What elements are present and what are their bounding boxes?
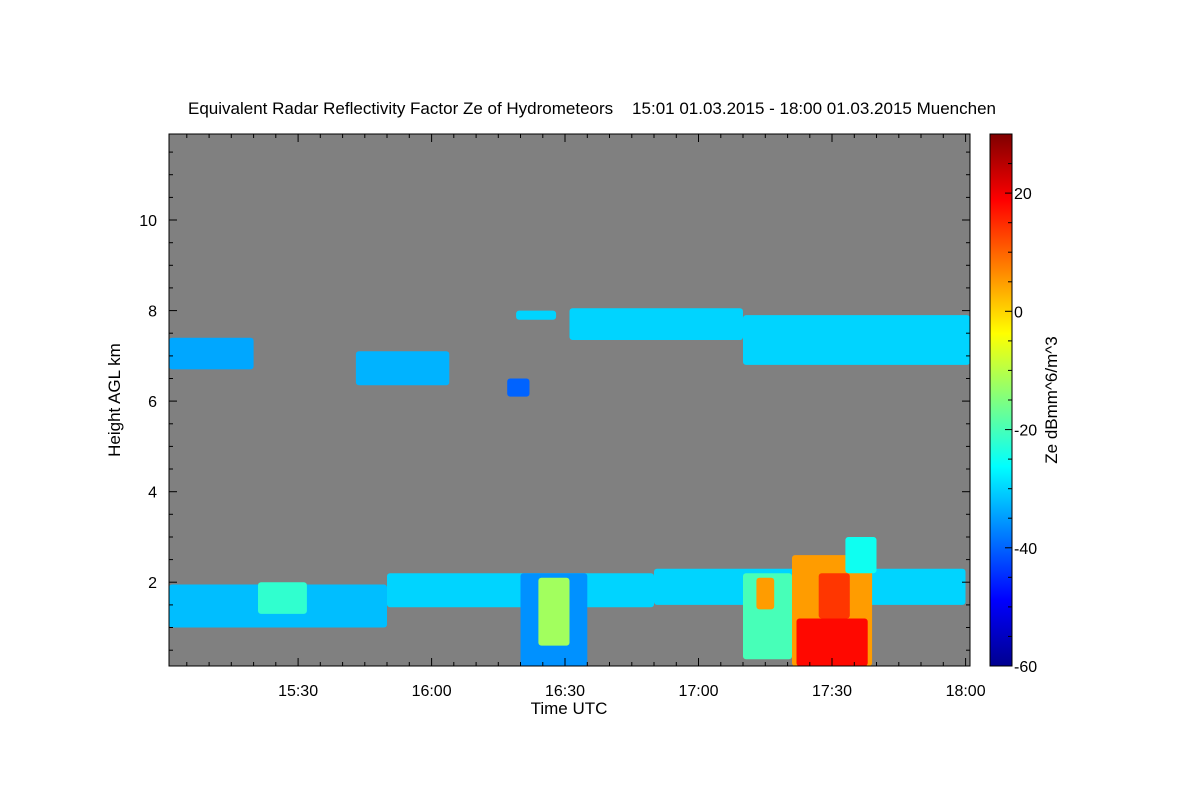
y-axis-ticks: 2 4 6 8 10: [139, 151, 970, 651]
y-tick-label: 6: [148, 394, 157, 411]
echo-region-9: [258, 582, 307, 614]
reflectivity-echoes: [169, 308, 970, 666]
x-tick-label: 16:00: [412, 683, 452, 700]
x-tick-label: 17:00: [678, 683, 718, 700]
echo-region-17: [845, 537, 877, 574]
y-axis-label: Height AGL km: [105, 343, 124, 457]
plot-frame: [168, 133, 971, 667]
y-tick-label: 2: [148, 575, 157, 592]
echo-region-13: [756, 577, 775, 610]
echo-region-4: [569, 308, 743, 340]
echo-region-15: [796, 618, 868, 666]
colorbar-label: Ze dBmm^6/m^3: [1042, 336, 1061, 463]
echo-region-11: [538, 577, 570, 646]
y-tick-label: 8: [148, 304, 157, 321]
colorbar-tick-label: 20: [1014, 186, 1032, 203]
echo-region-12: [743, 573, 792, 660]
echo-region-16: [818, 573, 850, 619]
x-tick-label: 17:30: [812, 683, 852, 700]
x-tick-label: 18:00: [946, 683, 986, 700]
chart-title: Equivalent Radar Reflectivity Factor Ze …: [188, 99, 996, 118]
echo-region-3: [516, 310, 557, 320]
x-tick-label: 16:30: [545, 683, 585, 700]
colorbar-tick-label: -60: [1014, 659, 1037, 676]
x-tick-label: 15:30: [278, 683, 318, 700]
x-axis-ticks: 15:30 16:00 16:30 17:00 17:30 18:00: [186, 134, 986, 700]
colorbar-ticks: -60 -40 -20 0 20: [1005, 133, 1037, 676]
colorbar-tick-label: -40: [1014, 541, 1037, 558]
echo-region-0: [169, 337, 254, 370]
colorbar-tick-label: -20: [1014, 423, 1037, 440]
echo-region-5: [743, 315, 970, 365]
colorbar-tick-label: 0: [1014, 304, 1023, 321]
x-axis-label: Time UTC: [531, 699, 608, 718]
y-tick-label: 10: [139, 213, 157, 230]
y-tick-label: 4: [148, 485, 157, 502]
echo-region-1: [355, 351, 450, 386]
echo-region-2: [507, 378, 530, 397]
